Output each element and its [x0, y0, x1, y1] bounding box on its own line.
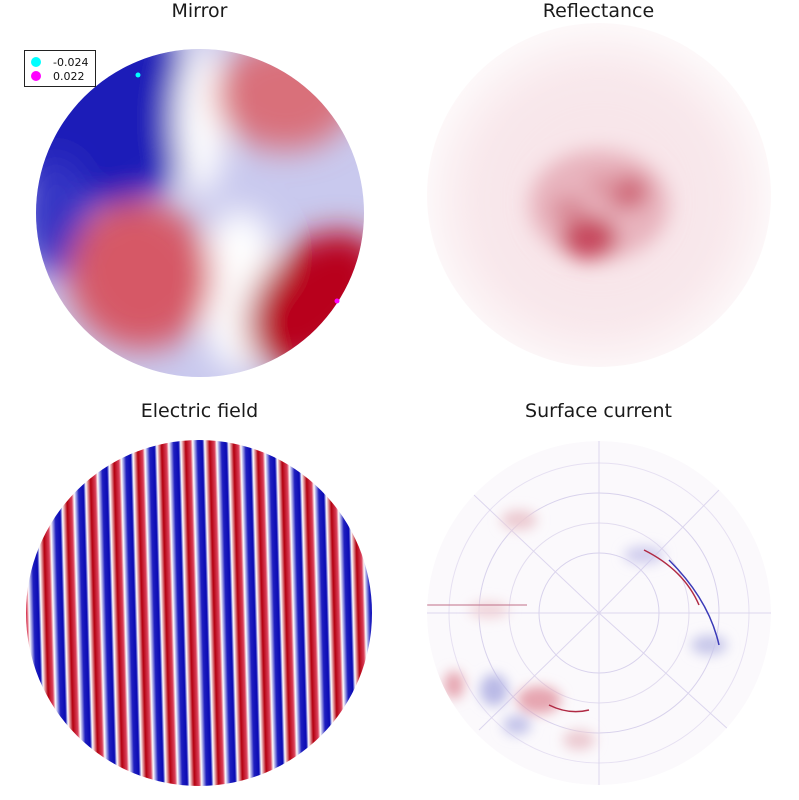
legend-max-dot	[31, 71, 41, 81]
reflectance-panel: Reflectance	[399, 0, 798, 400]
mirror-white-top	[175, 49, 225, 195]
surface-current-highlights	[427, 549, 720, 713]
surface-current-heatmap	[427, 441, 771, 785]
mirror-red-lobe-left	[67, 200, 213, 350]
legend-min-dot	[31, 57, 41, 67]
legend-min-label: -0.024	[53, 55, 89, 69]
reflectance-peak-1	[561, 216, 617, 260]
mirror-title: Mirror	[171, 0, 228, 22]
mirror-panel: Mirror -0.024 0.022	[0, 0, 399, 400]
reflectance-peak-3	[551, 196, 587, 224]
reflectance-title: Reflectance	[542, 0, 655, 22]
electric-field-heatmap	[26, 440, 372, 786]
mirror-red-lobe-top-right	[215, 49, 355, 150]
reflectance-peak-4	[588, 173, 620, 197]
surface-current-blobs	[444, 510, 727, 750]
electric-field-title: Electric field	[140, 400, 259, 422]
mirror-min-marker	[135, 72, 141, 78]
legend-max-label: 0.022	[53, 69, 85, 83]
reflectance-heatmap	[439, 40, 759, 360]
surface-current-title: Surface current	[525, 400, 672, 422]
electric-field-panel: Electric field	[0, 400, 399, 800]
mirror-max-marker	[334, 298, 340, 304]
legend-entry-max: 0.022	[31, 69, 85, 83]
surface-current-panel: Surface current	[399, 400, 798, 800]
electric-field-stripes	[26, 440, 372, 786]
legend-entry-min: -0.024	[31, 55, 88, 69]
mirror-legend: -0.024 0.022	[24, 50, 96, 87]
